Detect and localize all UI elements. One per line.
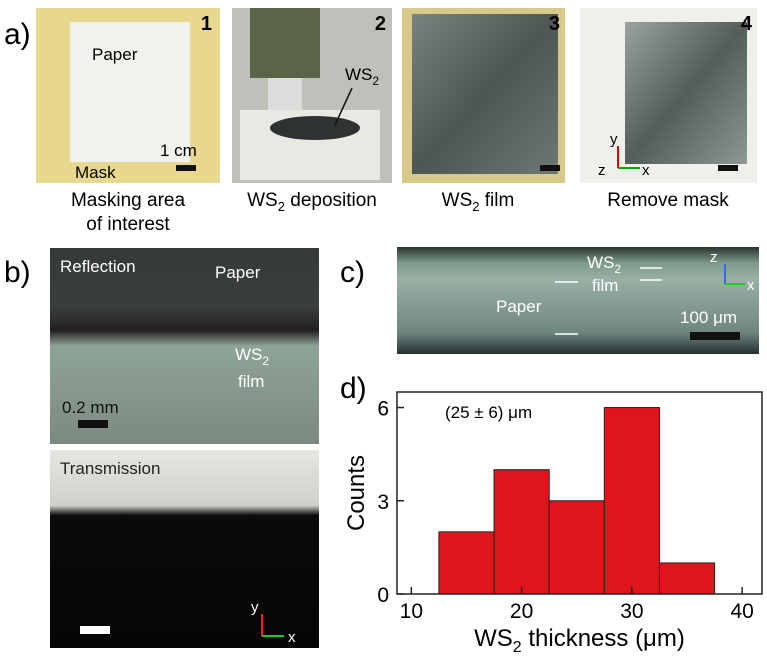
nozzle	[268, 78, 302, 110]
x-tick-label: 10	[400, 600, 423, 623]
bar	[604, 408, 659, 594]
x-axis-title-part: WS	[474, 625, 513, 652]
caption: WS2 film	[442, 190, 515, 214]
y-tick-label: 6	[377, 398, 389, 421]
scale-bar	[80, 626, 110, 634]
scale-label: 100 μm	[680, 308, 737, 327]
panel-label: c)	[340, 256, 365, 289]
photo-number: 1	[201, 13, 212, 35]
scale-bar	[718, 165, 738, 171]
drill	[250, 8, 320, 78]
caption: of interest	[86, 214, 170, 235]
powder	[270, 116, 360, 140]
axis-label: x	[747, 277, 755, 294]
caption: Remove mask	[607, 190, 729, 211]
annotation: (25 ± 6) μm	[445, 403, 532, 422]
photo-number: 2	[375, 13, 386, 35]
axis-label: y	[610, 131, 618, 148]
bar	[549, 501, 604, 594]
x-axis-title: WS2 thickness (μm)	[474, 625, 685, 656]
axis-label: y	[251, 599, 259, 616]
x-tick-label: 30	[620, 600, 643, 623]
figure: a) Paper Mask 1 cm 1 WS2 2 3 4 y z x Mas…	[0, 0, 767, 656]
panel-label: b)	[4, 256, 31, 289]
x-axis-title-part: 2	[513, 639, 522, 656]
label: Mask	[75, 163, 116, 182]
bar	[439, 532, 494, 594]
x-axis-title-part: thickness (μm)	[522, 625, 685, 652]
scale-bar	[176, 165, 196, 171]
label: Reflection	[60, 257, 136, 276]
panel-label: d)	[340, 372, 367, 405]
y-tick-label: 3	[377, 491, 389, 514]
x-tick-label: 40	[730, 600, 753, 623]
axis-label: x	[642, 162, 650, 179]
scale-bar	[540, 165, 560, 171]
y-axis-title: Counts	[343, 455, 370, 531]
label: Paper	[92, 45, 138, 64]
bar	[659, 563, 714, 594]
panel-label: a)	[4, 18, 31, 51]
scale-label: 0.2 mm	[62, 398, 119, 417]
photo-number: 3	[549, 13, 560, 35]
scale-label: 1 cm	[160, 141, 197, 160]
x-tick-label: 20	[510, 600, 533, 623]
micrograph	[50, 450, 319, 648]
scale-bar	[690, 332, 740, 340]
histogram: 10 20 30 40 0 3 6 (25 ± 6) μm Counts WS2 thicknes…	[343, 392, 762, 656]
axis-label: x	[288, 629, 296, 646]
bar	[494, 470, 549, 594]
label: Paper	[215, 263, 261, 282]
y-tick-label: 0	[377, 584, 389, 607]
label: Transmission	[60, 459, 160, 478]
caption: Masking area	[71, 190, 185, 211]
label: Paper	[496, 297, 542, 316]
caption: WS2 deposition	[247, 190, 377, 214]
film	[412, 14, 558, 174]
photo-number: 4	[741, 13, 753, 35]
scale-bar	[78, 420, 108, 428]
axis-label: z	[598, 162, 606, 179]
film	[625, 22, 747, 164]
axis-label: z	[710, 249, 718, 266]
